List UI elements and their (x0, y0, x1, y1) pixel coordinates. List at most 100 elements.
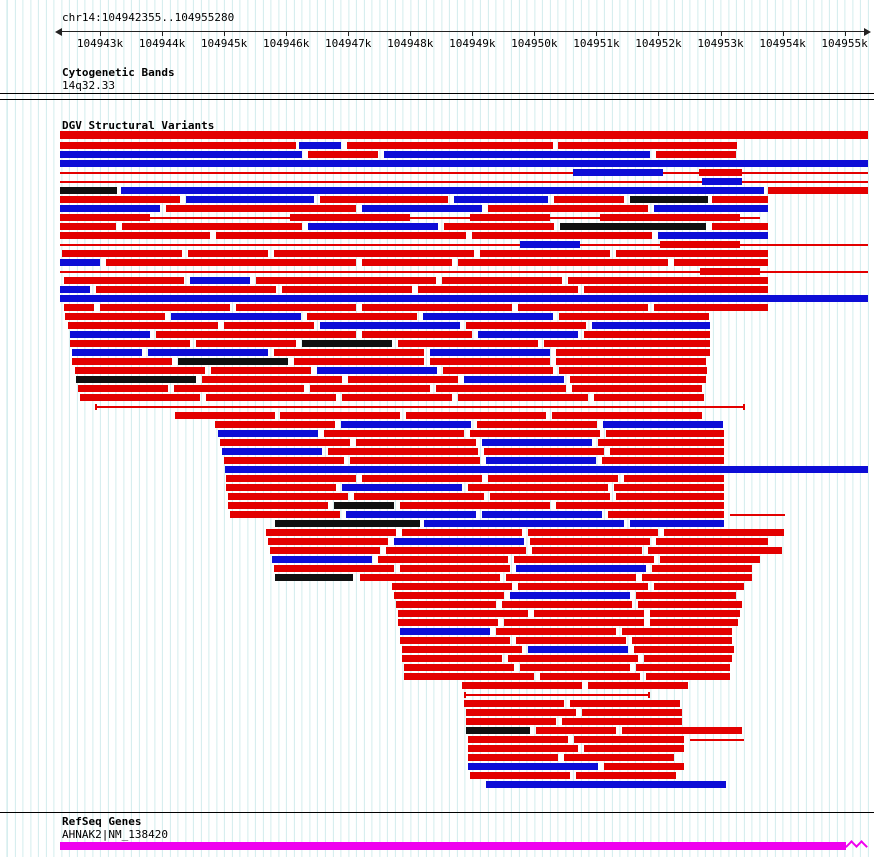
variant-bar[interactable] (468, 736, 568, 743)
variant-bar[interactable] (470, 772, 570, 779)
variant-bar[interactable] (106, 259, 356, 266)
variant-bar[interactable] (65, 313, 165, 320)
variant-bar[interactable] (506, 574, 636, 581)
variant-bar[interactable] (518, 583, 648, 590)
variant-bar[interactable] (348, 376, 458, 383)
variant-bar[interactable] (622, 628, 732, 635)
variant-bar[interactable] (472, 232, 652, 239)
variant-bar[interactable] (648, 692, 650, 698)
variant-bar[interactable] (394, 538, 524, 545)
variant-bar[interactable] (60, 196, 180, 203)
variant-bar[interactable] (592, 322, 710, 329)
variant-bar[interactable] (458, 394, 588, 401)
variant-bar[interactable] (68, 322, 218, 329)
variant-bar[interactable] (482, 511, 602, 518)
variant-bar[interactable] (644, 655, 732, 662)
variant-bar[interactable] (556, 349, 710, 356)
variant-bar[interactable] (690, 739, 744, 741)
variant-bar[interactable] (402, 655, 502, 662)
variant-bar[interactable] (122, 223, 302, 230)
variant-bar[interactable] (275, 520, 420, 527)
variant-bar[interactable] (624, 475, 724, 482)
variant-bar[interactable] (171, 313, 301, 320)
variant-bar[interactable] (630, 520, 724, 527)
variant-bar[interactable] (186, 196, 314, 203)
variant-bar[interactable] (95, 404, 97, 410)
variant-bar[interactable] (559, 313, 709, 320)
variant-bar[interactable] (215, 421, 335, 428)
variant-bar[interactable] (80, 394, 200, 401)
variant-bar[interactable] (584, 331, 710, 338)
variant-bar[interactable] (423, 313, 553, 320)
variant-bar[interactable] (70, 331, 150, 338)
variant-bar[interactable] (470, 214, 550, 221)
variant-bar[interactable] (582, 709, 682, 716)
variant-bar[interactable] (236, 304, 356, 311)
variant-bar[interactable] (60, 223, 116, 230)
variant-bar[interactable] (540, 673, 640, 680)
variant-bar[interactable] (594, 394, 704, 401)
variant-bar[interactable] (674, 259, 768, 266)
variant-bar[interactable] (60, 295, 868, 302)
variant-bar[interactable] (650, 610, 740, 617)
variant-bar[interactable] (660, 556, 760, 563)
variant-bar[interactable] (266, 529, 396, 536)
variant-bar[interactable] (216, 232, 466, 239)
variant-bar[interactable] (230, 511, 340, 518)
variant-bar[interactable] (700, 268, 760, 275)
variant-bar[interactable] (280, 412, 400, 419)
variant-bar[interactable] (220, 439, 350, 446)
variant-bar[interactable] (307, 313, 417, 320)
variant-bar[interactable] (570, 376, 706, 383)
variant-bar[interactable] (206, 394, 336, 401)
variant-bar[interactable] (606, 430, 724, 437)
variant-bar[interactable] (632, 637, 732, 644)
variant-bar[interactable] (282, 286, 412, 293)
variant-bar[interactable] (156, 331, 356, 338)
variant-bar[interactable] (638, 601, 742, 608)
variant-bar[interactable] (516, 637, 626, 644)
variant-bar[interactable] (486, 457, 596, 464)
variant-bar[interactable] (576, 772, 676, 779)
variant-bar[interactable] (486, 781, 726, 788)
variant-bar[interactable] (478, 331, 578, 338)
variant-bar[interactable] (656, 151, 736, 158)
variant-bar[interactable] (392, 583, 512, 590)
variant-bar[interactable] (554, 196, 624, 203)
variant-bar[interactable] (490, 493, 610, 500)
variant-bar[interactable] (584, 286, 768, 293)
variant-bar[interactable] (270, 547, 380, 554)
variant-bar[interactable] (630, 196, 708, 203)
variant-bar[interactable] (564, 754, 674, 761)
variant-bar[interactable] (334, 502, 394, 509)
variant-bar[interactable] (712, 196, 768, 203)
variant-bar[interactable] (572, 385, 702, 392)
variant-bar[interactable] (384, 151, 650, 158)
variant-bar[interactable] (310, 385, 430, 392)
variant-bar[interactable] (225, 466, 868, 473)
variant-bar[interactable] (222, 448, 322, 455)
variant-bar[interactable] (636, 592, 736, 599)
variant-bar[interactable] (62, 250, 182, 257)
variant-bar[interactable] (699, 169, 742, 176)
variant-bar[interactable] (362, 304, 512, 311)
variant-bar[interactable] (468, 763, 598, 770)
variant-bar[interactable] (658, 232, 768, 239)
variant-bar[interactable] (341, 421, 471, 428)
variant-bar[interactable] (464, 694, 650, 696)
variant-bar[interactable] (558, 142, 737, 149)
variant-bar[interactable] (573, 169, 663, 176)
variant-bar[interactable] (70, 340, 190, 347)
ruler-left-arrow-icon[interactable] (55, 28, 62, 36)
variant-bar[interactable] (274, 349, 424, 356)
variant-bar[interactable] (510, 592, 630, 599)
variant-bar[interactable] (64, 277, 184, 284)
variant-bar[interactable] (418, 286, 578, 293)
variant-bar[interactable] (60, 205, 160, 212)
variant-bar[interactable] (534, 610, 644, 617)
variant-bar[interactable] (556, 358, 706, 365)
variant-bar[interactable] (299, 142, 341, 149)
variant-bar[interactable] (224, 457, 344, 464)
variant-bar[interactable] (354, 493, 484, 500)
variant-bar[interactable] (95, 406, 745, 408)
